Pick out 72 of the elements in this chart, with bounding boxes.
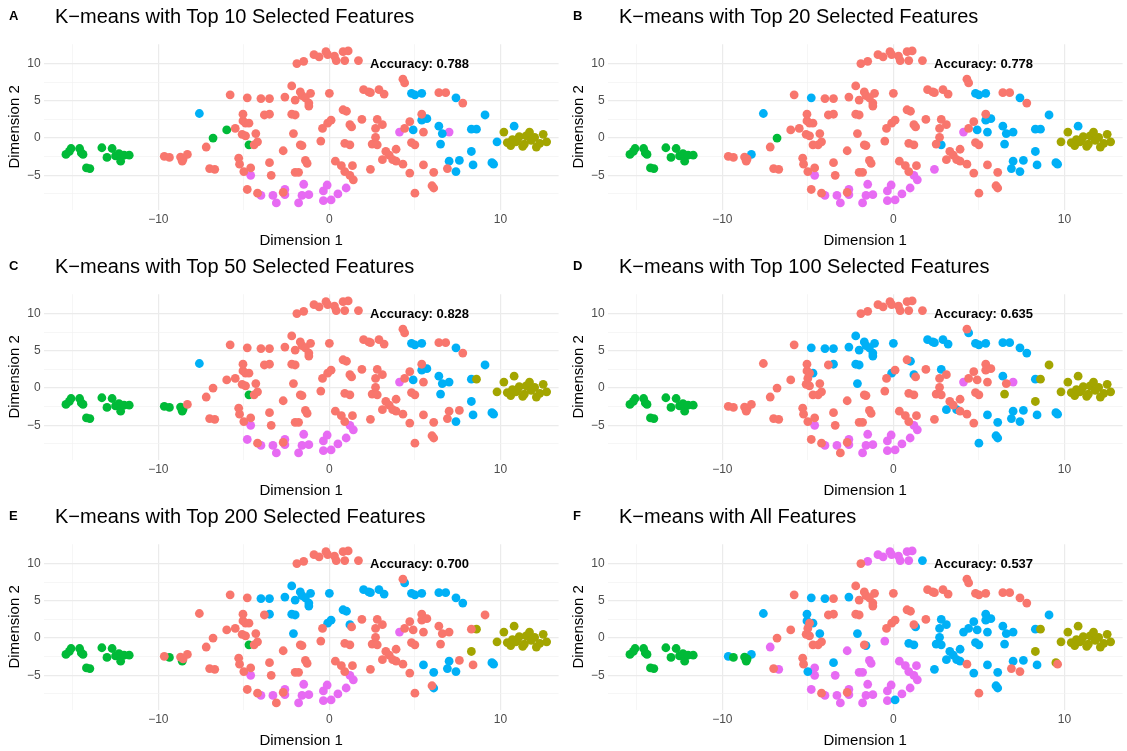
annotation: Accuracy: 0.700: [370, 555, 470, 571]
y-tick-label: 0: [33, 130, 41, 145]
y-tick-label: −5: [26, 417, 41, 432]
y-tick-label: 10: [27, 555, 41, 570]
annotation: Accuracy: 0.635: [934, 305, 1034, 321]
y-tick-label: 5: [33, 593, 41, 608]
text: F: [573, 508, 581, 523]
y-tick-label: −5: [590, 667, 605, 682]
annotation: Accuracy: 0.788: [370, 55, 470, 71]
x-tick-label: 0: [326, 462, 334, 477]
annotation: Accuracy: 0.778: [934, 55, 1034, 71]
chart-title: K−means with Top 20 Selected Features: [619, 5, 979, 28]
x-tick-label: 10: [493, 212, 508, 227]
chart-title: K−means with All Features: [619, 505, 857, 528]
chart-title: K−means with Top 10 Selected Features: [55, 5, 415, 28]
chart-title: K−means with Top 200 Selected Features: [55, 505, 426, 528]
x-tick-label: 0: [890, 212, 898, 227]
x-tick-label: −10: [148, 212, 169, 227]
y-tick-label: 5: [597, 593, 605, 608]
x-tick-label: 0: [326, 212, 334, 227]
x-axis-title: Dimension 1: [823, 481, 907, 499]
y-tick-label: 5: [597, 343, 605, 358]
x-tick-label: 0: [890, 712, 898, 727]
x-tick-label: −10: [712, 212, 733, 227]
chart-title: K−means with Top 100 Selected Features: [619, 255, 990, 278]
y-tick-label: 0: [597, 130, 605, 145]
y-tick-label: 10: [591, 555, 605, 570]
x-tick-label: 0: [890, 462, 898, 477]
y-tick-label: 10: [591, 55, 605, 70]
annotation: Accuracy: 0.828: [370, 305, 470, 321]
x-tick-label: 10: [1057, 212, 1072, 227]
x-tick-label: 10: [1057, 712, 1072, 727]
y-axis-title: Dimension 2: [5, 585, 23, 669]
y-tick-label: −5: [26, 667, 41, 682]
x-tick-label: −10: [148, 462, 169, 477]
x-tick-label: 0: [326, 712, 334, 727]
y-tick-label: −5: [590, 417, 605, 432]
y-axis-title: Dimension 2: [569, 585, 587, 669]
y-tick-label: 10: [27, 55, 41, 70]
text: A: [9, 8, 19, 23]
y-axis-title: Dimension 2: [5, 335, 23, 419]
x-tick-label: −10: [712, 462, 733, 477]
y-tick-label: 10: [591, 305, 605, 320]
y-axis-title: Dimension 2: [569, 335, 587, 419]
x-axis-title: Dimension 1: [823, 731, 907, 749]
y-tick-label: 5: [597, 93, 605, 108]
x-axis-title: Dimension 1: [259, 231, 343, 249]
y-tick-label: 0: [33, 630, 41, 645]
text: D: [573, 258, 583, 273]
chart-title: K−means with Top 50 Selected Features: [55, 255, 415, 278]
x-tick-label: 10: [493, 712, 508, 727]
y-axis-title: Dimension 2: [569, 85, 587, 169]
y-tick-label: 0: [597, 630, 605, 645]
y-tick-label: 0: [597, 380, 605, 395]
x-tick-label: −10: [712, 712, 733, 727]
x-axis-title: Dimension 1: [823, 231, 907, 249]
x-axis-title: Dimension 1: [259, 731, 343, 749]
y-tick-label: −5: [26, 167, 41, 182]
y-tick-label: 10: [27, 305, 41, 320]
text: E: [9, 508, 18, 523]
x-tick-label: 10: [493, 462, 508, 477]
y-tick-label: 5: [33, 343, 41, 358]
text: C: [9, 258, 19, 273]
text: B: [573, 8, 583, 23]
x-tick-label: −10: [148, 712, 169, 727]
x-tick-label: 10: [1057, 462, 1072, 477]
x-axis-title: Dimension 1: [259, 481, 343, 499]
annotation: Accuracy: 0.537: [934, 555, 1034, 571]
y-tick-label: −5: [590, 167, 605, 182]
y-tick-label: 5: [33, 93, 41, 108]
y-axis-title: Dimension 2: [5, 85, 23, 169]
y-tick-label: 0: [33, 380, 41, 395]
